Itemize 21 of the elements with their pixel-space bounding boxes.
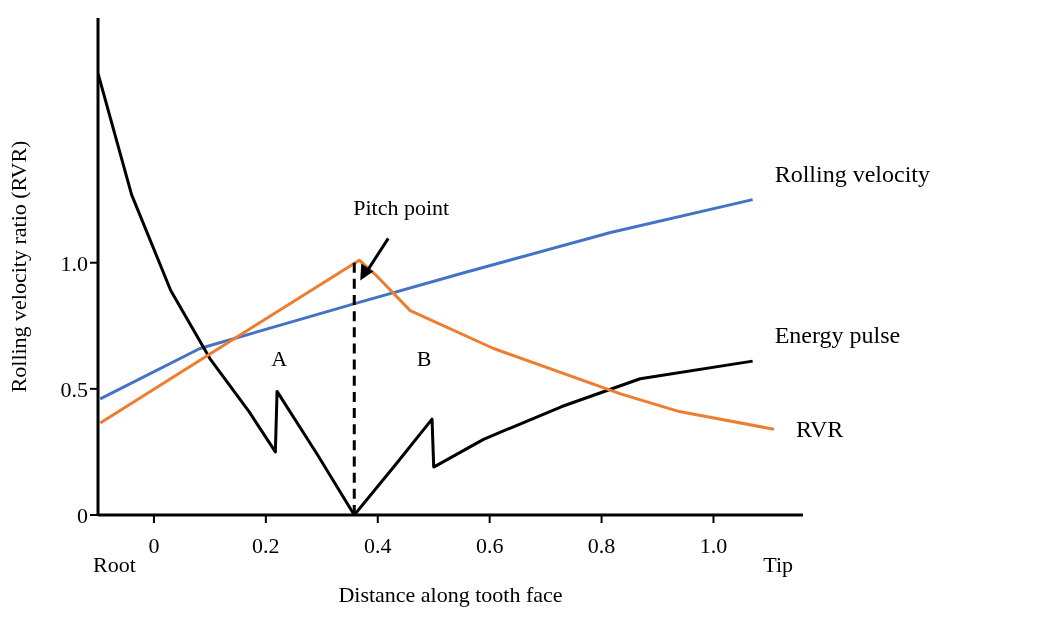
text: Tip [763,552,793,577]
y-tick-label: 0 [77,502,88,528]
annotation: B [416,345,432,371]
x-tick-label: 0 [148,532,160,558]
x-tick-label: 0.2 [252,532,280,558]
x-tick-label: 0.8 [587,532,616,558]
series-label: Energy pulse [774,322,901,349]
line-series [98,198,755,401]
series-label: Rolling velocity [774,160,930,187]
x-tick-label: 1.0 [699,532,728,558]
x-axis-title: Distance along tooth face [338,582,563,607]
x-tick-label: 0.6 [475,532,504,558]
y-tick-label: 0.5 [60,376,88,402]
series-label: RVR [795,416,844,443]
y-tick-label: 1.0 [60,250,88,276]
x-tick-label: 0.4 [364,532,392,558]
y-axis-title: Rolling velocity ratio (RVR) [5,140,31,393]
line-series [98,258,776,431]
annotation: A [271,345,288,371]
annotation: Pitch point [353,194,450,220]
text: Root [93,552,136,577]
